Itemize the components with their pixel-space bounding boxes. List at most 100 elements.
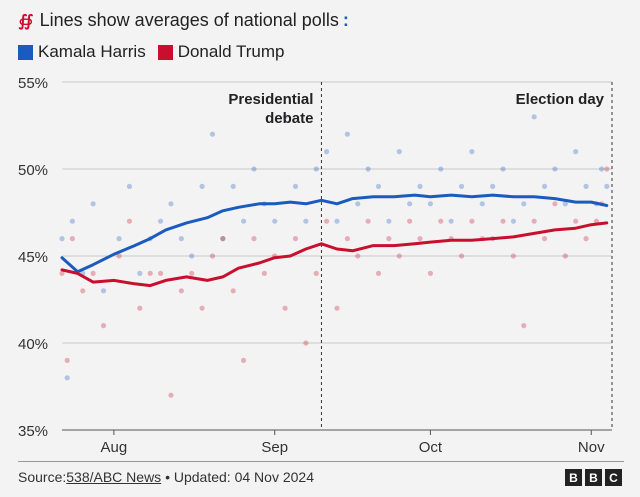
trump-poll-point — [303, 340, 309, 346]
footer: Source: 538/ABC News • Updated: 04 Nov 2… — [18, 469, 314, 485]
poll-points — [59, 114, 610, 398]
trump-poll-point — [344, 236, 350, 242]
bbc-logo: B B C — [565, 469, 622, 486]
y-tick-label: 40% — [18, 336, 48, 353]
y-tick-label: 45% — [18, 249, 48, 266]
harris-poll-point — [251, 166, 257, 172]
trump-poll-point — [552, 201, 558, 207]
x-tick-label: Nov — [578, 439, 605, 456]
chart-type-icon: ∯ — [18, 12, 34, 30]
source-prefix: Source: — [18, 469, 67, 485]
source-link[interactable]: 538/ABC News — [66, 469, 162, 485]
trump-poll-point — [375, 270, 382, 276]
harris-poll-point — [448, 218, 454, 224]
harris-poll-point — [292, 183, 299, 189]
y-tick-label: 55% — [18, 75, 48, 92]
harris-poll-point — [282, 114, 288, 120]
harris-poll-point — [209, 131, 216, 137]
bbc-logo-block: B — [585, 469, 602, 486]
harris-poll-point — [541, 183, 548, 189]
trump-poll-point — [562, 253, 568, 259]
harris-poll-point — [272, 218, 278, 224]
harris-poll-point — [531, 114, 537, 120]
y-axis: 35% 40% 45% 50% 55% — [18, 75, 48, 440]
trump-poll-point — [334, 305, 340, 311]
harris-poll-point — [100, 288, 107, 294]
trump-poll-point — [90, 270, 96, 276]
harris-poll-point — [407, 201, 413, 207]
trump-poll-point — [137, 305, 143, 311]
trump-poll-point — [573, 218, 579, 224]
updated-date: Updated: 04 Nov 2024 — [173, 469, 314, 485]
x-tick-label: Oct — [419, 439, 443, 456]
harris-poll-point — [303, 218, 309, 224]
trump-poll-point — [126, 218, 133, 224]
harris-poll-point — [90, 201, 96, 207]
trump-poll-point — [500, 218, 506, 224]
gridlines — [62, 81, 612, 431]
harris-poll-point — [59, 236, 65, 242]
harris-poll-point — [510, 218, 517, 224]
harris-poll-point — [562, 201, 568, 207]
y-tick-label: 35% — [18, 423, 48, 440]
harris-poll-point — [469, 149, 475, 155]
trump-poll-point — [324, 218, 330, 224]
harris-poll-point — [573, 149, 579, 155]
harris-poll-point — [490, 183, 496, 189]
legend-swatch-trump — [157, 44, 173, 60]
harris-average-line — [60, 193, 609, 274]
trump-poll-point — [541, 236, 548, 242]
trump-poll-point — [230, 288, 236, 294]
harris-poll-point — [168, 201, 174, 207]
bbc-logo-block: B — [565, 469, 582, 486]
trump-poll-point — [80, 288, 86, 294]
trump-average-line — [60, 221, 609, 288]
trump-poll-point — [604, 166, 610, 172]
harris-poll-point — [521, 201, 527, 207]
harris-poll-point — [552, 166, 558, 172]
trump-poll-point — [365, 218, 371, 224]
harris-poll-point — [64, 375, 70, 381]
harris-poll-point — [69, 218, 75, 224]
trump-poll-point — [178, 288, 184, 294]
harris-poll-point — [126, 183, 133, 189]
harris-poll-point — [241, 218, 247, 224]
harris-poll-point — [157, 218, 164, 224]
trump-poll-point — [458, 253, 465, 259]
harris-poll-point — [479, 201, 485, 207]
harris-poll-point — [604, 183, 610, 189]
more-options-icon[interactable]: : — [342, 10, 349, 30]
legend-label-trump: Donald Trump — [177, 42, 285, 61]
harris-poll-point — [427, 201, 433, 207]
trump-poll-point — [469, 218, 475, 224]
trump-poll-point — [531, 218, 537, 224]
harris-poll-point — [230, 183, 236, 189]
trump-poll-point — [220, 236, 226, 242]
trump-poll-point — [168, 392, 174, 398]
trump-poll-point — [199, 305, 205, 311]
trump-poll-point — [147, 270, 153, 276]
trump-poll-point — [282, 305, 288, 311]
trump-poll-point — [427, 270, 433, 276]
harris-poll-point — [417, 183, 423, 189]
legend-swatch-harris — [18, 44, 33, 60]
harris-poll-point — [583, 183, 589, 189]
legend-item-trump: Donald Trump — [157, 42, 285, 62]
harris-poll-point — [599, 166, 605, 172]
harris-poll-point — [324, 149, 330, 155]
trump-poll-point — [157, 270, 164, 276]
x-axis: Aug Sep Oct Nov — [101, 430, 605, 456]
harris-poll-point — [355, 201, 361, 207]
legend-label-harris: Kamala Harris — [38, 42, 146, 61]
trump-poll-point — [355, 253, 361, 259]
chart-title: ∯ Lines show averages of national polls … — [18, 10, 349, 31]
footer-bullet: • — [161, 469, 174, 485]
trump-poll-point — [417, 236, 423, 242]
footer-divider — [18, 461, 624, 462]
trump-poll-point — [64, 357, 70, 363]
harris-poll-point — [396, 149, 402, 155]
trump-poll-point — [116, 253, 122, 259]
trump-poll-point — [292, 236, 299, 242]
harris-poll-point — [386, 218, 392, 224]
